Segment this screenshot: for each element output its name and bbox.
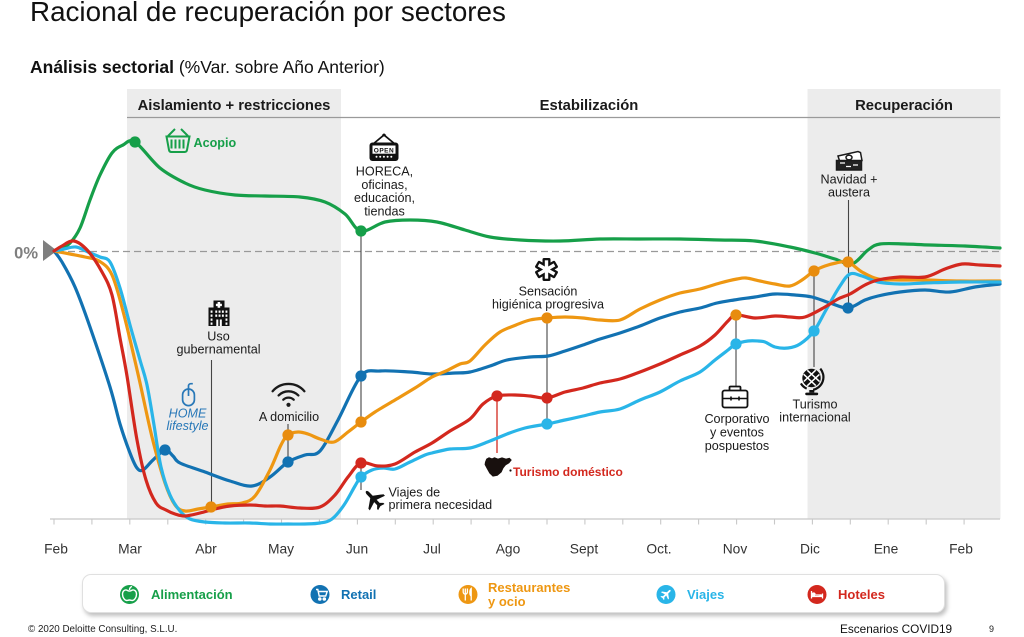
svg-text:y ocio: y ocio <box>488 594 526 609</box>
svg-text:Feb: Feb <box>44 542 68 557</box>
svg-text:Feb: Feb <box>949 542 973 557</box>
svg-text:0%: 0% <box>14 245 38 263</box>
svg-text:Dic: Dic <box>800 542 820 557</box>
svg-text:Acopio: Acopio <box>194 136 237 150</box>
svg-text:Aislamiento + restricciones: Aislamiento + restricciones <box>138 98 331 114</box>
svg-text:Viajes: Viajes <box>687 587 724 602</box>
svg-text:primera necesidad: primera necesidad <box>389 498 493 512</box>
svg-text:lifestyle: lifestyle <box>167 419 209 433</box>
svg-text:Ago: Ago <box>496 542 521 557</box>
svg-text:OPEN: OPEN <box>374 148 394 155</box>
svg-text:Abr: Abr <box>195 542 217 557</box>
svg-text:Ene: Ene <box>874 542 899 557</box>
svg-text:y eventos: y eventos <box>710 425 764 439</box>
svg-text:Alimentación: Alimentación <box>151 587 233 602</box>
svg-text:educación,: educación, <box>354 191 415 205</box>
svg-text:internacional: internacional <box>779 410 850 424</box>
svg-text:Jun: Jun <box>346 542 368 557</box>
svg-text:Recuperación: Recuperación <box>855 98 953 114</box>
svg-text:higiénica progresiva: higiénica progresiva <box>492 298 604 312</box>
svg-text:tiendas: tiendas <box>364 204 405 218</box>
svg-text:May: May <box>268 542 294 557</box>
svg-text:Navidad +: Navidad + <box>820 173 877 187</box>
svg-text:Corporativo: Corporativo <box>704 412 769 426</box>
svg-text:HOME: HOME <box>169 407 207 421</box>
svg-text:Estabilización: Estabilización <box>540 98 639 114</box>
svg-text:austera: austera <box>828 186 870 200</box>
svg-text:Turismo: Turismo <box>792 397 837 411</box>
svg-text:Retail: Retail <box>341 587 376 602</box>
svg-text:Mar: Mar <box>118 542 142 557</box>
svg-text:Hoteles: Hoteles <box>838 587 885 602</box>
svg-text:Nov: Nov <box>723 542 748 557</box>
svg-text:Viajes de: Viajes de <box>389 486 441 500</box>
svg-text:gubernamental: gubernamental <box>176 343 260 357</box>
svg-text:oficinas,: oficinas, <box>361 178 407 192</box>
svg-text:HORECA,: HORECA, <box>356 165 413 179</box>
svg-text:Uso: Uso <box>207 330 229 344</box>
svg-text:Jul: Jul <box>423 542 441 557</box>
svg-text:Sept: Sept <box>570 542 599 557</box>
svg-text:A domicilio: A domicilio <box>259 410 319 424</box>
svg-text:Restaurantes: Restaurantes <box>488 580 570 595</box>
svg-text:Turismo doméstico: Turismo doméstico <box>513 465 623 479</box>
svg-text:Oct.: Oct. <box>646 542 671 557</box>
svg-text:pospuestos: pospuestos <box>705 439 769 453</box>
svg-text:Sensación: Sensación <box>519 285 578 299</box>
